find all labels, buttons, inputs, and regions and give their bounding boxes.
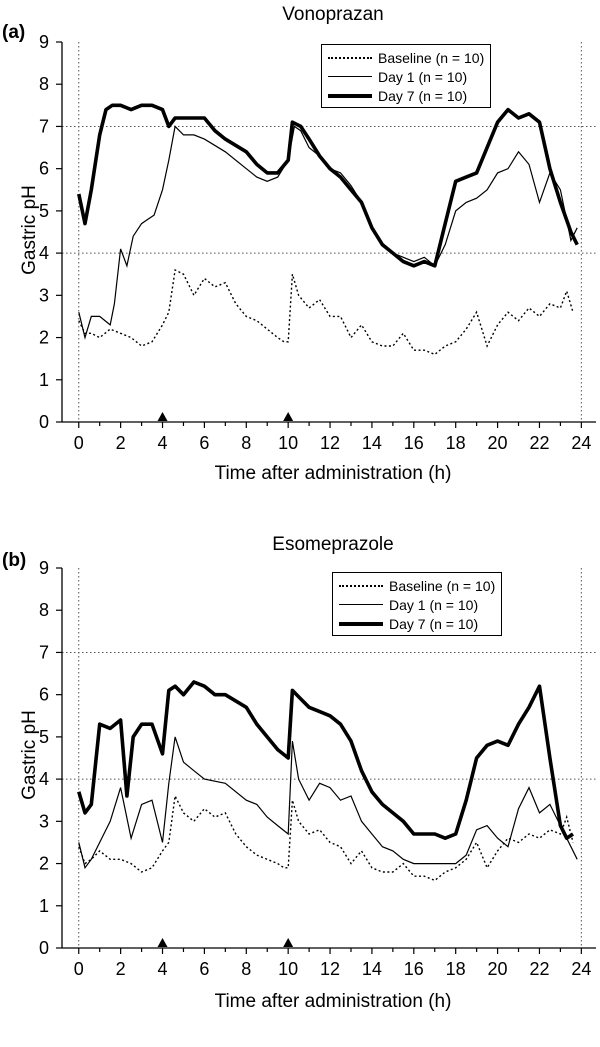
- dosing-marker-triangle: [157, 412, 168, 421]
- legend-item-baseline: Baseline (n = 10): [339, 576, 495, 595]
- x-tick-label: 22: [529, 433, 549, 453]
- x-axis-label: Time after administration (h): [214, 991, 452, 1012]
- panel-label: (b): [2, 550, 27, 571]
- thin-line-swatch: [339, 604, 383, 605]
- x-tick-label: 2: [116, 433, 126, 453]
- thin-line-swatch: [328, 76, 372, 77]
- chart-panel-vonoprazan: 0 1 2 3 4 5 6 7 8 9 0 2 4 6 8 10 12 14 16 18 20 22 24 (a) Vono…: [0, 0, 600, 520]
- legend-label: Baseline (n = 10): [378, 49, 485, 66]
- y-tick-label: 2: [39, 854, 49, 874]
- y-tick-label: 7: [39, 116, 49, 136]
- y-tick-label: 8: [39, 74, 49, 94]
- y-tick-label: 4: [39, 769, 49, 789]
- x-axis-label: Time after administration (h): [214, 463, 452, 484]
- legend-label: Day 1 (n = 10): [389, 596, 479, 613]
- y-tick-label: 1: [39, 370, 49, 390]
- x-tick-label: 10: [278, 433, 298, 453]
- x-tick-label: 24: [571, 959, 591, 979]
- x-tick-label: 6: [199, 433, 209, 453]
- y-tick-label: 9: [39, 32, 49, 52]
- thick-line-swatch: [328, 93, 372, 98]
- x-tick-label: 16: [404, 433, 424, 453]
- x-tick-label: 14: [362, 959, 382, 979]
- series-day1-line: [78, 736, 578, 870]
- legend-label: Day 1 (n = 10): [378, 68, 468, 85]
- x-tick-label: 8: [241, 959, 251, 979]
- dosing-marker-triangle: [157, 938, 168, 947]
- y-tick-label: 9: [39, 558, 49, 578]
- thick-line-swatch: [339, 621, 383, 626]
- legend-item-day7: Day 7 (n = 10): [339, 614, 495, 633]
- y-tick-label: 5: [39, 201, 49, 221]
- legend-label: Baseline (n = 10): [389, 577, 496, 594]
- y-tick-label: 7: [39, 642, 49, 662]
- y-tick-label: 5: [39, 727, 49, 747]
- x-tick-label: 4: [158, 433, 168, 453]
- series-baseline-line: [78, 268, 574, 356]
- x-tick-label: 0: [74, 959, 84, 979]
- legend-item-day7: Day 7 (n = 10): [328, 86, 484, 105]
- x-tick-label: 12: [320, 959, 340, 979]
- legend-label: Day 7 (n = 10): [389, 615, 479, 632]
- y-tick-label: 0: [39, 412, 49, 432]
- y-tick-label: 4: [39, 243, 49, 263]
- x-tick-label: 16: [404, 959, 424, 979]
- x-tick-label: 18: [446, 433, 466, 453]
- chart-title: Esomeprazole: [272, 534, 394, 555]
- dosing-marker-triangle: [283, 938, 294, 947]
- y-axis-label: Gastric pH: [19, 710, 40, 800]
- series-day7-line: [77, 103, 579, 268]
- panel-label: (a): [2, 22, 26, 43]
- y-tick-label: 3: [39, 285, 49, 305]
- y-tick-label: 1: [39, 896, 49, 916]
- y-tick-label: 6: [39, 685, 49, 705]
- x-tick-label: 0: [74, 433, 84, 453]
- x-tick-label: 4: [158, 959, 168, 979]
- legend-label: Day 7 (n = 10): [378, 87, 468, 104]
- y-tick-label: 2: [39, 328, 49, 348]
- x-tick-label: 22: [529, 959, 549, 979]
- x-tick-label: 24: [571, 433, 591, 453]
- chart-legend: Baseline (n = 10) Day 1 (n = 10) Day 7 (…: [321, 44, 492, 108]
- legend-item-day1: Day 1 (n = 10): [328, 67, 484, 86]
- series-day7-line: [77, 680, 574, 841]
- x-tick-label: 8: [241, 433, 251, 453]
- y-tick-label: 6: [39, 159, 49, 179]
- legend-item-day1: Day 1 (n = 10): [339, 595, 495, 614]
- x-tick-label: 20: [488, 433, 508, 453]
- chart-title: Vonoprazan: [282, 4, 384, 25]
- x-tick-label: 18: [446, 959, 466, 979]
- dosing-marker-triangle: [283, 412, 294, 421]
- chart-panel-esomeprazole: 0 1 2 3 4 5 6 7 8 9 0 2 4 6 8 10 12 14 16 18 20 22 24 (b) Esom…: [0, 524, 600, 1047]
- y-tick-label: 0: [39, 938, 49, 958]
- series-baseline-line: [78, 793, 574, 882]
- x-tick-label: 2: [116, 959, 126, 979]
- series-day1-line: [78, 125, 578, 340]
- x-tick-label: 12: [320, 433, 340, 453]
- dotted-line-swatch: [339, 584, 383, 587]
- y-axis-label: Gastric pH: [19, 185, 40, 275]
- x-tick-label: 10: [278, 959, 298, 979]
- x-tick-label: 14: [362, 433, 382, 453]
- y-tick-label: 8: [39, 600, 49, 620]
- x-tick-label: 6: [199, 959, 209, 979]
- chart-legend: Baseline (n = 10) Day 1 (n = 10) Day 7 (…: [332, 572, 503, 636]
- y-tick-label: 3: [39, 811, 49, 831]
- dotted-line-swatch: [328, 56, 372, 59]
- legend-item-baseline: Baseline (n = 10): [328, 48, 484, 67]
- x-tick-label: 20: [488, 959, 508, 979]
